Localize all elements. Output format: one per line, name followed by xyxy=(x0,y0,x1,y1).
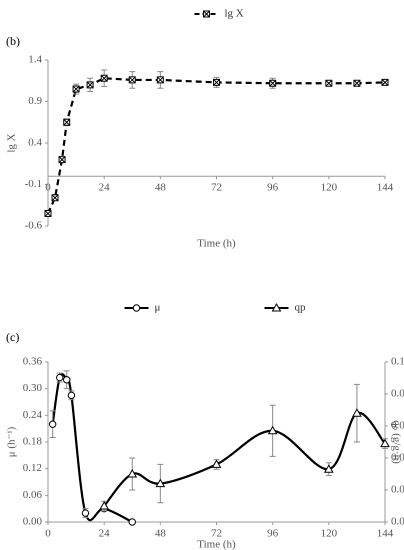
data-point xyxy=(100,74,108,82)
y-tick-label: 0.18 xyxy=(23,436,43,448)
y-tick-label: 0.4 xyxy=(28,137,42,149)
series-line xyxy=(103,411,386,507)
data-point xyxy=(213,78,220,86)
y-tick-label: -0.6 xyxy=(25,220,43,232)
data-point xyxy=(67,391,76,400)
y-tick-label: 0.00 xyxy=(23,516,43,528)
data-point xyxy=(155,478,166,488)
y-axis-label: μ (h⁻¹) xyxy=(6,426,18,457)
y2-tick-label: 0.10 xyxy=(391,356,404,368)
series-line xyxy=(46,77,386,214)
x-tick-label: 0 xyxy=(45,182,51,194)
x-tick-label: 96 xyxy=(267,182,279,194)
data-point xyxy=(44,210,52,218)
data-point xyxy=(380,438,390,448)
x-tick-label: 72 xyxy=(211,528,222,540)
data-point xyxy=(63,376,71,384)
data-point xyxy=(128,518,136,526)
x-tick-label: 48 xyxy=(155,182,167,194)
x-axis-label: Time (h) xyxy=(197,238,236,250)
legend-marker xyxy=(271,302,282,312)
x-tick-label: 72 xyxy=(211,182,222,194)
x-tick-label: 96 xyxy=(267,528,279,540)
y2-tick-label: 0.04 xyxy=(391,452,404,464)
x-tick-label: 120 xyxy=(321,528,338,540)
data-point xyxy=(48,420,57,428)
data-point xyxy=(63,118,71,126)
x-axis-label: Time (h) xyxy=(197,539,236,550)
data-point xyxy=(353,79,361,87)
y-tick-label: 1.4 xyxy=(28,54,42,66)
data-point xyxy=(156,76,164,84)
x-tick-label: 48 xyxy=(155,528,167,540)
y-tick-label: 0.24 xyxy=(23,409,43,421)
panel-label: (b) xyxy=(6,34,20,48)
y2-tick-label: 0.08 xyxy=(391,388,404,400)
data-point xyxy=(352,408,362,417)
series-line xyxy=(51,373,133,523)
panel-label: (c) xyxy=(6,330,19,344)
data-point xyxy=(381,78,389,86)
data-point xyxy=(99,500,110,510)
x-tick-label: 144 xyxy=(377,528,394,540)
data-point xyxy=(72,85,80,93)
data-point xyxy=(56,373,64,382)
y2-tick-label: 0.06 xyxy=(391,420,404,432)
legend-marker xyxy=(132,304,141,312)
data-point xyxy=(269,79,277,87)
data-point xyxy=(325,79,333,87)
data-point xyxy=(81,509,90,517)
data-point xyxy=(86,81,94,89)
y2-axis-label: qₚ (g/g·h) xyxy=(390,420,402,464)
data-point xyxy=(127,468,138,478)
x-tick-label: 144 xyxy=(377,182,394,194)
data-point xyxy=(128,76,136,84)
legend-label: μ xyxy=(155,302,161,314)
y-tick-label: 0.12 xyxy=(23,462,42,474)
data-point xyxy=(58,156,66,164)
x-tick-label: 24 xyxy=(99,528,111,540)
y-tick-label: 0.9 xyxy=(28,95,42,107)
x-tick-label: 0 xyxy=(45,528,51,540)
legend-label: lg X xyxy=(225,8,244,20)
x-tick-label: 120 xyxy=(321,182,338,194)
legend-marker xyxy=(203,10,210,18)
y-tick-label: 0.06 xyxy=(23,489,43,501)
y-tick-label: -0.1 xyxy=(25,178,42,190)
data-point xyxy=(51,194,59,202)
y-tick-label: 0.36 xyxy=(23,356,43,368)
y2-tick-label: 0.00 xyxy=(391,516,404,528)
y-axis-label: lg X xyxy=(6,133,18,152)
data-point xyxy=(211,459,222,468)
y-tick-label: 0.30 xyxy=(23,382,43,394)
data-point xyxy=(323,464,334,473)
x-tick-label: 24 xyxy=(99,182,111,194)
data-point xyxy=(267,425,278,435)
y2-tick-label: 0.02 xyxy=(391,484,404,496)
legend-label: qp xyxy=(295,302,307,314)
